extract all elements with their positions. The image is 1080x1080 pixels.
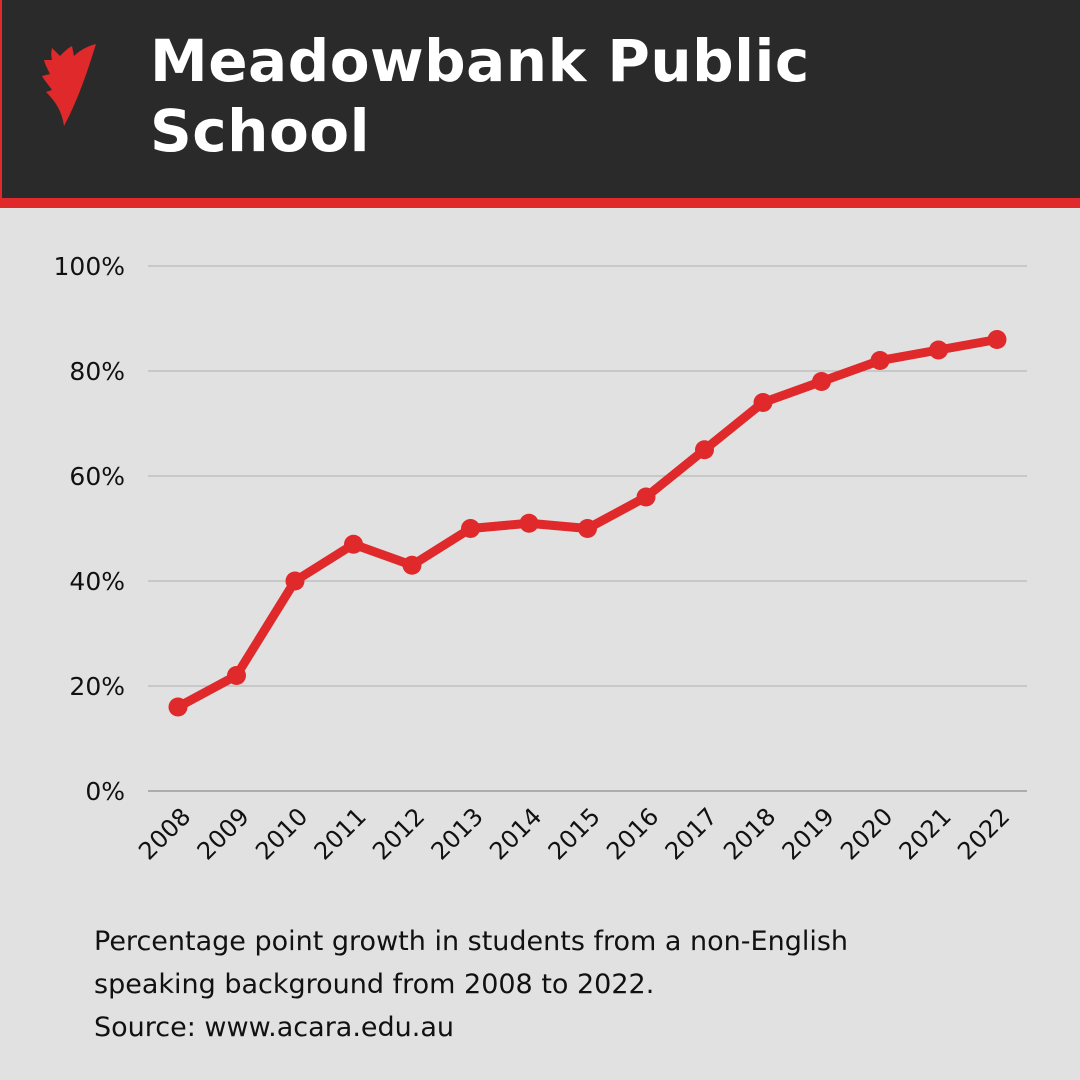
x-tick-label: 2019 [777,802,840,865]
x-tick-label: 2021 [894,802,957,865]
data-point [578,519,597,538]
data-point [870,351,890,370]
y-tick-label: 20% [69,672,125,701]
chart-caption: Percentage point growth in students from… [94,920,994,1049]
y-tick-label: 60% [69,462,125,491]
data-point [636,487,656,507]
x-tick-label: 2017 [660,802,723,865]
source-line: Source: www.acara.edu.au [94,1012,455,1043]
x-tick-label: 2009 [192,802,255,865]
x-tick-label: 2015 [543,802,606,865]
header-accent-rule [0,198,1080,208]
data-point [695,440,714,460]
x-tick-label: 2020 [835,802,898,865]
header-banner: Meadowbank Public School [0,0,1080,198]
data-point [285,571,305,591]
data-point [227,666,246,685]
x-tick-label: 2022 [952,802,1015,865]
data-point [461,519,480,538]
y-tick-label: 40% [69,567,125,596]
x-tick-label: 2013 [426,802,489,865]
title-line-1: Meadowbank Public [150,27,810,95]
x-tick-label: 2011 [309,802,372,865]
y-tick-label: 100% [54,252,125,281]
data-point [929,340,948,360]
x-tick-label: 2012 [367,802,430,865]
data-point [812,372,831,391]
data-point [987,330,1007,349]
x-tick-label: 2018 [718,802,781,865]
data-point [168,697,188,717]
line-chart: 0%20%40%60%80%100%2008200920102011201220… [54,252,1027,865]
sbs-logo-icon [42,44,96,126]
y-tick-label: 0% [85,777,125,806]
caption-line-1: Percentage point growth in students from… [94,926,849,957]
data-point [402,555,422,575]
page-title: Meadowbank Public School [150,26,950,166]
x-tick-label: 2008 [133,802,196,865]
caption-line-2: speaking background from 2008 to 2022. [94,969,655,1000]
x-tick-label: 2010 [250,802,313,865]
title-line-2: School [150,97,371,165]
x-tick-label: 2016 [601,802,664,865]
x-tick-label: 2014 [484,802,547,865]
data-point [344,534,363,554]
y-tick-label: 80% [69,357,125,386]
data-point [519,513,539,533]
data-point [753,393,773,412]
